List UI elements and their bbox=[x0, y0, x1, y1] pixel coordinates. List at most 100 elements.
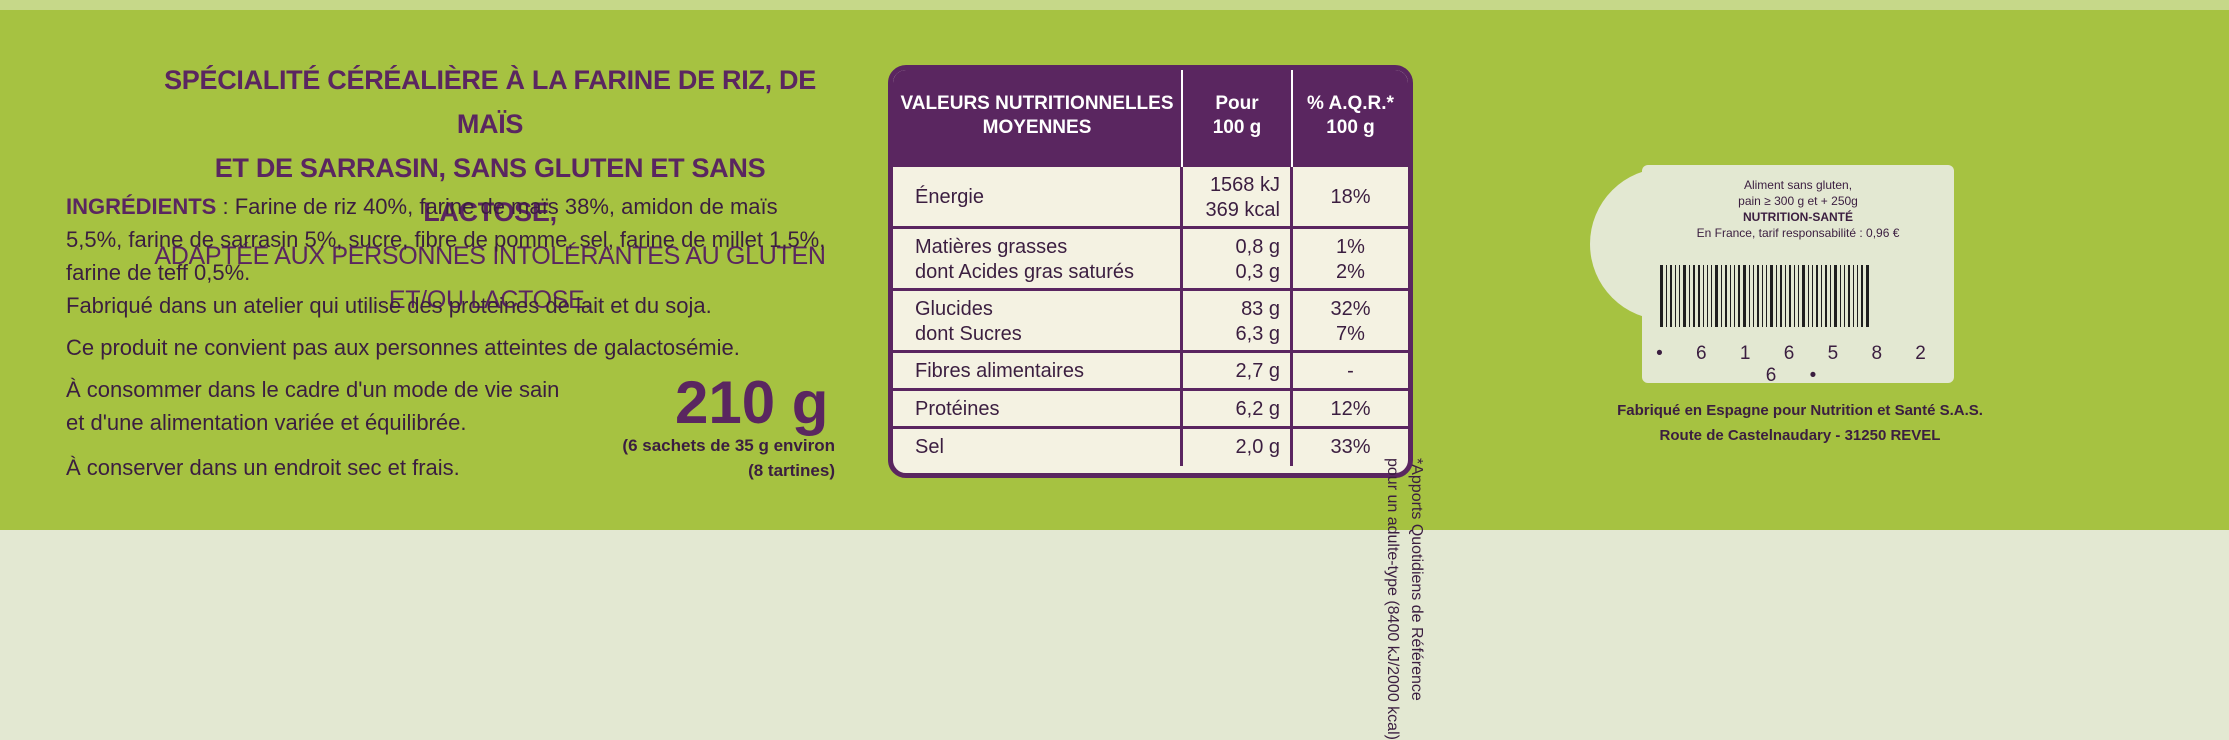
consume-line-2: et d'une alimentation variée et équilibr… bbox=[66, 410, 467, 435]
carbs-value: 83 g bbox=[1241, 298, 1280, 320]
salt-value: 2,0 g bbox=[1183, 429, 1293, 466]
barcode-bar bbox=[1825, 265, 1827, 327]
barcode-bar bbox=[1770, 265, 1773, 327]
barcode-bar bbox=[1812, 265, 1813, 327]
factory-note: Fabriqué dans un atelier qui utilise des… bbox=[66, 293, 712, 318]
table-row: Énergie 1568 kJ 369 kcal 18% bbox=[893, 167, 1408, 229]
barcode-bar bbox=[1830, 265, 1831, 327]
ingredients-text: : Farine de riz 40%, farine de maïs 38%,… bbox=[66, 194, 826, 285]
protein-pct: 12% bbox=[1330, 398, 1371, 420]
weight-note: (6 sachets de 35 g environ (8 tartines) bbox=[585, 433, 835, 483]
barcode-bar bbox=[1698, 265, 1700, 327]
barcode-bar bbox=[1670, 265, 1672, 327]
fat-labels: Matières grasses dont Acides gras saturés bbox=[893, 229, 1183, 288]
headline-line-3: ADAPTÉE AUX PERSONNES INTOLÉRANTES AU GL… bbox=[154, 242, 826, 314]
barcode-bar bbox=[1730, 265, 1731, 327]
reference-footnote: *Apports Quotidiens de Référence pour un… bbox=[1384, 158, 1486, 740]
barcode-bar bbox=[1848, 265, 1850, 327]
barcode-bar bbox=[1853, 265, 1854, 327]
galactosemia-warning: Ce produit ne convient pas aux personnes… bbox=[66, 335, 740, 360]
energy-kcal: 369 kcal bbox=[1205, 199, 1281, 221]
table-row: Fibres alimentaires 2,7 g - bbox=[893, 353, 1408, 391]
barcode-bar bbox=[1757, 265, 1759, 327]
barcode-bar bbox=[1821, 265, 1822, 327]
label-line-3: NUTRITION-SANTÉ bbox=[1743, 210, 1853, 224]
salt-pct: 33% bbox=[1330, 436, 1371, 458]
barcode-bar bbox=[1734, 265, 1735, 327]
table-row: Matières grasses dont Acides gras saturés… bbox=[893, 229, 1408, 291]
energy-kj: 1568 kJ bbox=[1209, 174, 1280, 196]
net-weight: 210 g bbox=[675, 369, 829, 436]
protein-label: Protéines bbox=[893, 391, 1183, 426]
storage-note: À conserver dans un endroit sec et frais… bbox=[66, 455, 460, 480]
barcode-bar bbox=[1844, 265, 1845, 327]
barcode-bar bbox=[1660, 265, 1663, 327]
price-label: Aliment sans gluten, pain ≥ 300 g et + 2… bbox=[1642, 165, 1954, 386]
header-aqr-line-2: 100 g bbox=[1326, 117, 1375, 138]
nutrition-table: VALEURS NUTRITIONNELLES MOYENNES Pour 100 … bbox=[888, 65, 1413, 478]
footnote-line-2: pour un adulte-type (8400 kJ/2000 kcal) bbox=[1384, 458, 1401, 740]
fibre-label: Fibres alimentaires bbox=[893, 353, 1183, 388]
energy-label: Énergie bbox=[893, 167, 1183, 226]
barcode-bar bbox=[1808, 265, 1809, 327]
barcode-bar bbox=[1683, 265, 1686, 327]
barcode-bar bbox=[1789, 265, 1791, 327]
saturated-value: 0,3 g bbox=[1235, 261, 1280, 283]
sugars-pct: 7% bbox=[1336, 323, 1365, 345]
salt-label: Sel bbox=[893, 429, 1183, 466]
saturated-label: dont Acides gras saturés bbox=[915, 261, 1135, 283]
fat-pct: 1% bbox=[1336, 236, 1365, 258]
barcode-bar bbox=[1861, 265, 1863, 327]
footnote-line-1: *Apports Quotidiens de Référence bbox=[1408, 458, 1425, 701]
barcode bbox=[1660, 265, 1936, 327]
barcode-bar bbox=[1715, 265, 1718, 327]
fat-values: 0,8 g 0,3 g bbox=[1183, 229, 1293, 288]
barcode-bar bbox=[1794, 265, 1795, 327]
sugars-label: dont Sucres bbox=[915, 323, 1022, 345]
carb-pcts: 32% 7% bbox=[1293, 291, 1408, 350]
fat-pcts: 1% 2% bbox=[1293, 229, 1408, 288]
header-nutrient-line-2: MOYENNES bbox=[982, 117, 1092, 138]
header-per-line-1: Pour bbox=[1215, 93, 1259, 114]
headline-line-2: ET DE SARRASIN, SANS GLUTEN ET SANS LACT… bbox=[214, 153, 766, 227]
consume-line-1: À consommer dans le cadre d'un mode de v… bbox=[66, 377, 560, 402]
table-row: Sel 2,0 g 33% bbox=[893, 429, 1408, 466]
weight-note-line-2: (8 tartines) bbox=[748, 461, 835, 480]
barcode-bar bbox=[1780, 265, 1782, 327]
barcode-bar bbox=[1725, 265, 1727, 327]
barcode-bar bbox=[1798, 265, 1799, 327]
nutrition-table-header: VALEURS NUTRITIONNELLES MOYENNES Pour 100 … bbox=[893, 70, 1408, 167]
barcode-bar bbox=[1675, 265, 1676, 327]
barcode-bar bbox=[1679, 265, 1680, 327]
fibre-value: 2,7 g bbox=[1183, 353, 1293, 388]
maker-line-2: Route de Castelnaudary - 31250 REVEL bbox=[1659, 427, 1941, 444]
barcode-bar bbox=[1689, 265, 1690, 327]
header-aqr: % A.Q.R.* 100 g bbox=[1293, 70, 1408, 167]
fibre-pct: - bbox=[1347, 360, 1354, 382]
carb-labels: Glucides dont Sucres bbox=[893, 291, 1183, 350]
carbs-pct: 32% bbox=[1330, 298, 1371, 320]
barcode-bar bbox=[1766, 265, 1767, 327]
barcode-bar bbox=[1703, 265, 1704, 327]
barcode-bar bbox=[1738, 265, 1740, 327]
maker-line-1: Fabriqué en Espagne pour Nutrition et Sa… bbox=[1617, 402, 1983, 419]
barcode-bar bbox=[1666, 265, 1667, 327]
fat-value: 0,8 g bbox=[1235, 236, 1280, 258]
label-line-1: Aliment sans gluten, bbox=[1743, 178, 1853, 192]
header-aqr-line-1: % A.Q.R.* bbox=[1307, 93, 1394, 114]
barcode-bar bbox=[1776, 265, 1777, 327]
header-nutrient: VALEURS NUTRITIONNELLES MOYENNES bbox=[893, 70, 1183, 167]
label-line-4: En France, tarif responsabilité : 0,96 € bbox=[1696, 226, 1900, 240]
energy-value: 1568 kJ 369 kcal bbox=[1183, 167, 1293, 226]
saturated-pct: 2% bbox=[1336, 261, 1365, 283]
label-text: Aliment sans gluten, pain ≥ 300 g et + 2… bbox=[1642, 177, 1954, 241]
barcode-bar bbox=[1711, 265, 1712, 327]
carb-values: 83 g 6,3 g bbox=[1183, 291, 1293, 350]
barcode-bar bbox=[1785, 265, 1786, 327]
barcode-bar bbox=[1721, 265, 1722, 327]
manufacturer-info: Fabriqué en Espagne pour Nutrition et Sa… bbox=[1560, 398, 2040, 448]
barcode-bar bbox=[1857, 265, 1858, 327]
barcode-bar bbox=[1834, 265, 1837, 327]
energy-pct: 18% bbox=[1330, 186, 1371, 208]
